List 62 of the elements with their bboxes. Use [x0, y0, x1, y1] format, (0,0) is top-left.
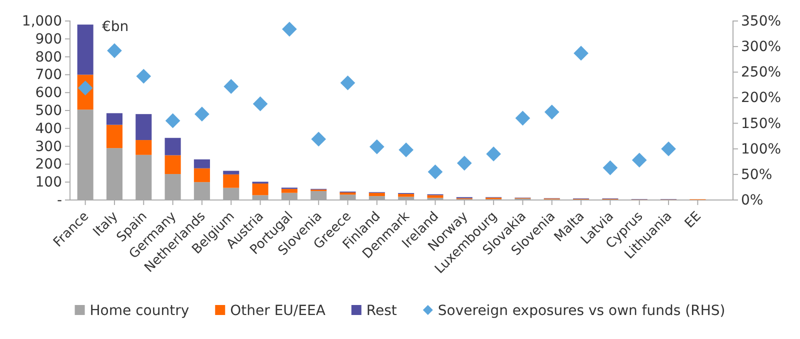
point	[282, 22, 297, 37]
x-tick-label: EE	[682, 209, 704, 232]
point	[194, 106, 210, 122]
y-tick-label: -	[56, 192, 62, 208]
bar	[164, 155, 181, 174]
y-tick-label: 900	[35, 31, 62, 48]
bar	[194, 168, 210, 182]
point	[136, 68, 152, 84]
bar	[223, 174, 240, 188]
bar	[106, 124, 122, 148]
y-tick-label: 400	[35, 120, 62, 137]
legend-label: Home country	[90, 302, 190, 319]
y-tick-label: 200	[35, 156, 62, 173]
y2-tick-label: 0%	[741, 192, 764, 208]
y-tick-label: 800	[35, 49, 62, 66]
bar	[136, 114, 152, 140]
bar	[281, 188, 298, 193]
point	[428, 164, 443, 180]
legend-label: Sovereign exposures vs own funds (RHS)	[438, 302, 726, 319]
point	[165, 113, 180, 128]
y-tick-label: 1,000	[22, 13, 62, 30]
point	[398, 142, 414, 158]
bar	[340, 192, 356, 195]
y2-tick-label: 50%	[741, 166, 772, 183]
point	[456, 156, 472, 171]
point	[486, 146, 501, 162]
y2-tick-label: 150%	[741, 116, 782, 132]
point	[107, 43, 122, 58]
bar	[427, 195, 444, 198]
point	[515, 110, 530, 126]
y-tick-label: 700	[35, 67, 62, 84]
y2-tick-label: 200%	[741, 90, 782, 106]
legend-label: Other EU/EEA	[230, 302, 326, 319]
y2-tick-label: 250%	[741, 64, 782, 81]
bar	[252, 184, 268, 196]
annotation: €bn	[102, 19, 129, 35]
point	[544, 104, 560, 120]
bar	[368, 192, 385, 196]
point	[574, 46, 588, 61]
point	[602, 160, 618, 176]
y2-tick-label: 300%	[741, 39, 782, 56]
y-tick-label: 100	[35, 174, 62, 191]
y-tick-label: 500	[35, 102, 62, 119]
bar	[106, 113, 122, 125]
point	[224, 79, 239, 94]
legend-label: Rest	[366, 302, 398, 319]
point	[311, 132, 326, 147]
y2-tick-label: 350%	[741, 13, 782, 30]
point	[340, 75, 356, 90]
bar	[136, 140, 152, 155]
y-tick-label: 300	[35, 138, 62, 155]
point	[370, 139, 384, 154]
point	[661, 141, 676, 156]
point	[632, 152, 647, 168]
bar	[164, 138, 181, 156]
bar	[398, 194, 414, 197]
y-tick-label: 600	[35, 85, 62, 102]
point	[252, 96, 268, 112]
bar	[194, 159, 210, 168]
bar	[77, 24, 94, 75]
bar	[223, 170, 240, 174]
y2-tick-label: 100%	[741, 141, 782, 158]
